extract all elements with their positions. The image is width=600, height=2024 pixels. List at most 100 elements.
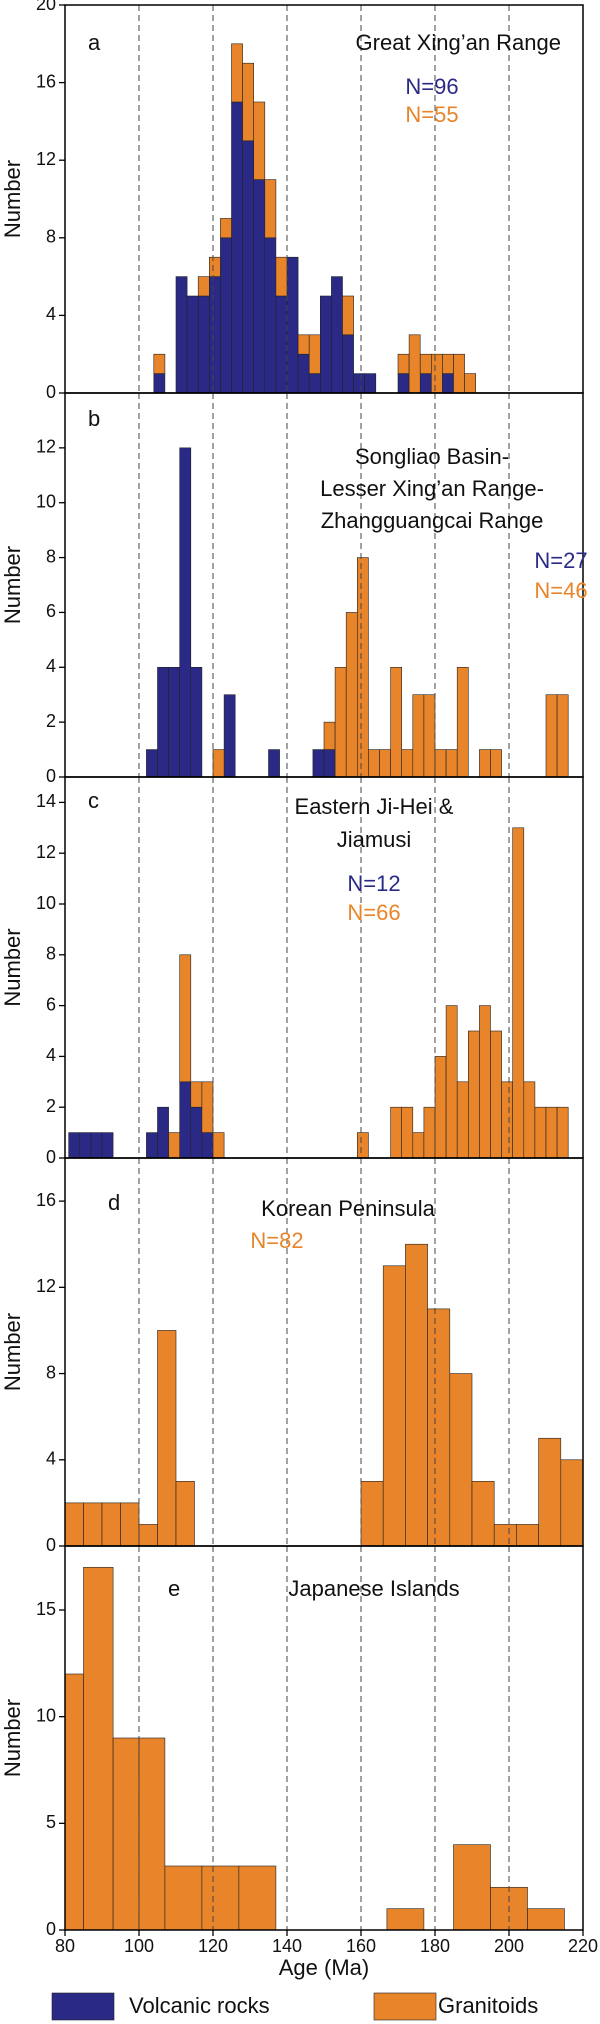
y-tick-label: 0 xyxy=(46,1535,56,1555)
bar xyxy=(419,353,432,374)
bar xyxy=(168,1132,181,1159)
panel-title: Lesser Xing’an Range- xyxy=(320,476,544,501)
bar xyxy=(467,1030,480,1159)
bar xyxy=(471,1481,495,1547)
count-annotation: N=27 xyxy=(534,548,587,573)
legend-label: Granitoids xyxy=(438,1993,538,2018)
bar xyxy=(146,1132,158,1159)
y-tick-label: 4 xyxy=(46,1045,56,1065)
bar xyxy=(412,694,425,778)
bar xyxy=(556,1106,569,1159)
panel-label: d xyxy=(108,1190,120,1215)
bar xyxy=(445,1005,458,1159)
bar xyxy=(538,1437,562,1547)
y-tick-label: 20 xyxy=(36,0,56,14)
y-tick-label: 5 xyxy=(46,1812,56,1832)
bar xyxy=(490,749,502,778)
bar xyxy=(212,1132,225,1159)
bar xyxy=(397,373,410,394)
bar xyxy=(523,1081,536,1159)
bar xyxy=(423,694,436,778)
bar xyxy=(201,1865,240,1931)
bar xyxy=(405,1243,428,1547)
bar xyxy=(501,1081,514,1159)
bar xyxy=(197,276,210,297)
bar xyxy=(268,749,280,778)
bar xyxy=(360,1481,384,1547)
y-tick-label: 10 xyxy=(36,1705,56,1725)
bar xyxy=(512,827,525,1159)
plot-frame xyxy=(64,1545,584,1931)
y-tick-label: 0 xyxy=(46,1147,56,1167)
bar xyxy=(175,1481,195,1547)
bar xyxy=(456,1081,469,1159)
y-tick-label: 15 xyxy=(36,1599,56,1619)
bar xyxy=(253,101,266,180)
bar xyxy=(220,218,232,239)
bar xyxy=(83,1502,103,1547)
bar xyxy=(297,334,310,355)
bar xyxy=(242,140,255,394)
count-annotation: N=46 xyxy=(534,578,587,603)
bar xyxy=(186,295,199,394)
bar xyxy=(190,1081,203,1108)
y-tick-label: 16 xyxy=(36,71,56,91)
x-tick-label: 100 xyxy=(124,1936,154,1956)
bar xyxy=(323,721,336,750)
bar xyxy=(456,666,469,778)
y-tick-label: 8 xyxy=(46,1362,56,1382)
bar xyxy=(423,1106,436,1159)
bar xyxy=(157,666,169,778)
bar xyxy=(120,1502,140,1547)
bar xyxy=(238,1865,277,1931)
count-annotation: N=12 xyxy=(347,871,400,896)
bar xyxy=(286,256,299,394)
bar xyxy=(68,1132,81,1159)
bar xyxy=(231,43,243,103)
bar xyxy=(560,1459,584,1547)
bar xyxy=(179,447,192,778)
bar xyxy=(412,1132,425,1159)
bar xyxy=(490,1030,502,1159)
bar xyxy=(190,1106,203,1159)
panel-title: Japanese Islands xyxy=(288,1576,459,1601)
bar xyxy=(79,1132,92,1159)
bar xyxy=(308,334,321,374)
bar xyxy=(453,353,465,394)
bar xyxy=(138,1737,166,1931)
y-axis-label: Number xyxy=(0,1313,25,1391)
bar xyxy=(264,179,277,239)
y-tick-label: 0 xyxy=(46,1919,56,1939)
x-tick-label: 220 xyxy=(568,1936,598,1956)
bar xyxy=(179,1081,192,1159)
bar xyxy=(146,749,158,778)
y-tick-label: 4 xyxy=(46,1449,56,1469)
bar xyxy=(479,1005,491,1159)
bar xyxy=(153,373,166,394)
bar xyxy=(516,1524,539,1547)
bar xyxy=(453,1844,491,1931)
bar xyxy=(545,1106,558,1159)
y-tick-label: 12 xyxy=(36,149,56,169)
bar xyxy=(157,1330,177,1547)
x-tick-label: 160 xyxy=(346,1936,376,1956)
bar xyxy=(83,1567,114,1931)
legend-swatch xyxy=(51,1992,115,2021)
panel-title: Songliao Basin- xyxy=(355,444,509,469)
y-tick-label: 8 xyxy=(46,546,56,566)
y-tick-label: 10 xyxy=(36,491,56,511)
bar xyxy=(364,373,377,394)
bar xyxy=(434,1056,447,1159)
bar xyxy=(427,1308,451,1547)
count-annotation: N=96 xyxy=(405,74,458,99)
bar xyxy=(356,1132,369,1159)
bar xyxy=(275,295,288,394)
bar xyxy=(190,666,203,778)
bar xyxy=(368,749,380,778)
bar xyxy=(493,1524,517,1547)
bar xyxy=(334,666,347,778)
panel-title: Korean Peninsula xyxy=(261,1196,435,1221)
bar xyxy=(449,1373,473,1547)
